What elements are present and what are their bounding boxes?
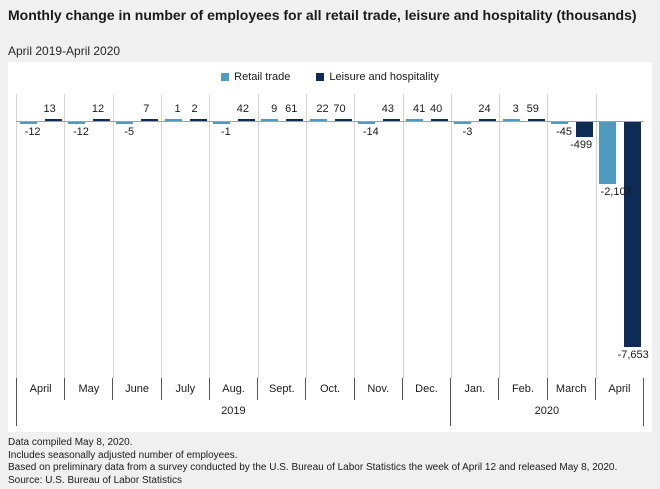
plot-column-feb-10: 3 59 [499, 94, 547, 378]
value-label-leisure-and-hospitality-nov-7: 43 [381, 103, 394, 115]
footnote-line: Data compiled May 8, 2020. [8, 437, 133, 448]
legend-label: Leisure and hospitality [329, 71, 439, 83]
value-label-leisure-and-hospitality-feb-10: 59 [526, 103, 539, 115]
bar-retail-trade-dec-8 [406, 119, 424, 121]
value-label-retail-trade-aug-4: -1 [220, 126, 231, 138]
bar-leisure-and-hospitality-april-12 [624, 122, 642, 348]
chart-subtitle: April 2019-April 2020 [8, 44, 121, 58]
value-label-retail-trade-nov-7: -14 [362, 126, 379, 138]
plot-column-april-0: -12 13 [16, 94, 64, 378]
bar-leisure-and-hospitality-june-2 [141, 119, 159, 121]
chart-title: Monthly change in number of employees fo… [8, 7, 637, 23]
value-label-leisure-and-hospitality-sept-5: 61 [285, 103, 298, 115]
chart-panel: Retail trade Leisure and hospitality -12 1… [8, 62, 652, 432]
plot-area: -12 13 -12 12 -5 7 1 2 -1 42 9 61 22 70 -14 43 41 40 -3 24 3… [16, 94, 649, 378]
plot-column-june-2: -5 7 [112, 94, 161, 378]
value-label-leisure-and-hospitality-july-3: 2 [191, 103, 198, 115]
x-axis-label-march-11: March [546, 378, 595, 400]
year-label-2020: 2020 [449, 400, 644, 426]
value-label-leisure-and-hospitality-april-12: -7,653 [617, 349, 649, 362]
value-label-leisure-and-hospitality-aug-4: 42 [236, 103, 250, 115]
value-label-leisure-and-hospitality-april-0: 13 [43, 103, 56, 115]
x-axis-label-april-12: April [594, 378, 645, 400]
value-label-retail-trade-feb-10: 3 [512, 103, 519, 115]
value-label-retail-trade-oct-6: 22 [316, 103, 329, 115]
value-label-leisure-and-hospitality-june-2: 7 [143, 103, 150, 115]
bar-leisure-and-hospitality-july-3 [189, 119, 207, 121]
bar-retail-trade-june-2 [116, 122, 134, 124]
value-label-retail-trade-may-1: -12 [72, 126, 89, 138]
x-axis-label-jan-9: Jan. [450, 378, 498, 400]
value-label-leisure-and-hospitality-march-11: -499 [570, 138, 593, 151]
bar-retail-trade-may-1 [67, 122, 85, 124]
zero-axis-line [16, 121, 644, 122]
bar-leisure-and-hospitality-feb-10 [527, 119, 545, 121]
x-axis-label-may-1: May [64, 378, 112, 400]
bar-retail-trade-feb-10 [502, 119, 520, 121]
x-axis-months: April May June July Aug. Sept. Oct. Nov. Dec. Jan… [16, 378, 645, 400]
x-axis-label-aug-4: Aug. [208, 378, 257, 400]
legend-item-leisure-and-hospitality: Leisure and hospitality [316, 71, 439, 83]
footnotes: Data compiled May 8, 2020. Includes seas… [8, 437, 617, 487]
legend-item-retail-trade: Retail trade [221, 71, 290, 83]
value-label-leisure-and-hospitality-jan-9: 24 [478, 103, 491, 115]
footnote-line: Based on preliminary data from a survey … [8, 462, 618, 473]
plot-column-jan-9: -3 24 [450, 94, 499, 378]
value-label-retail-trade-april-0: -12 [24, 126, 41, 138]
bar-retail-trade-april-12 [599, 122, 617, 184]
value-label-leisure-and-hospitality-oct-6: 70 [333, 102, 346, 115]
value-label-leisure-and-hospitality-may-1: 12 [91, 103, 105, 115]
footnote-line: Includes seasonally adjusted number of e… [8, 449, 238, 461]
plot-column-april-12: -2,107 -7,653 [595, 94, 649, 378]
legend: Retail trade Leisure and hospitality [8, 71, 652, 83]
bar-leisure-and-hospitality-nov-7 [382, 119, 400, 121]
bar-leisure-and-hospitality-oct-6 [334, 118, 352, 121]
bar-retail-trade-april-0 [19, 122, 37, 124]
value-label-retail-trade-june-2: -5 [124, 126, 135, 138]
value-label-leisure-and-hospitality-dec-8: 40 [430, 103, 443, 115]
retail-trade-swatch [221, 73, 230, 81]
plot-column-march-11: -45 -499 [547, 94, 595, 378]
value-label-retail-trade-march-11: -45 [556, 126, 572, 138]
value-label-retail-trade-july-3: 1 [174, 103, 181, 115]
legend-label: Retail trade [234, 71, 291, 83]
x-axis-label-feb-10: Feb. [498, 378, 546, 400]
bar-retail-trade-jan-9 [454, 122, 472, 124]
bar-retail-trade-aug-4 [212, 122, 230, 124]
plot-column-oct-6: 22 70 [305, 94, 354, 378]
bar-retail-trade-sept-5 [261, 119, 279, 121]
plot-column-dec-8: 41 40 [402, 94, 451, 378]
value-label-retail-trade-sept-5: 9 [271, 103, 278, 115]
bar-retail-trade-march-11 [551, 122, 569, 124]
value-label-retail-trade-dec-8: 41 [412, 103, 426, 115]
x-axis-label-nov-7: Nov. [353, 378, 402, 400]
plot-column-may-1: -12 12 [64, 94, 112, 378]
bar-leisure-and-hospitality-march-11 [576, 122, 594, 137]
leisure-and-hospitality-swatch [316, 73, 325, 81]
bar-retail-trade-oct-6 [309, 119, 327, 121]
x-axis-label-sept-5: Sept. [257, 378, 305, 400]
plot-column-sept-5: 9 61 [257, 94, 306, 378]
x-axis-label-june-2: June [112, 378, 160, 400]
x-axis-label-july-3: July [160, 378, 209, 400]
x-axis-label-dec-8: Dec. [401, 378, 450, 400]
plot-column-nov-7: -14 43 [354, 94, 402, 378]
value-label-retail-trade-jan-9: -3 [462, 126, 473, 138]
plot-column-aug-4: -1 42 [209, 94, 257, 378]
bar-retail-trade-nov-7 [357, 122, 375, 124]
value-label-retail-trade-april-12: -2,107 [600, 185, 632, 198]
bar-leisure-and-hospitality-sept-5 [286, 119, 304, 121]
bar-leisure-and-hospitality-jan-9 [479, 119, 497, 121]
x-axis-label-april-0: April [16, 378, 64, 400]
bar-leisure-and-hospitality-aug-4 [237, 119, 255, 121]
footnote-line: Source: U.S. Bureau of Labor Statistics [8, 474, 182, 486]
x-axis-years: 2019 2020 [16, 400, 644, 426]
bar-leisure-and-hospitality-dec-8 [431, 119, 449, 121]
bar-leisure-and-hospitality-april-0 [44, 119, 62, 121]
year-label-2019: 2019 [16, 400, 450, 426]
bar-retail-trade-july-3 [164, 119, 182, 121]
x-axis-label-oct-6: Oct. [305, 378, 353, 400]
bar-leisure-and-hospitality-may-1 [92, 119, 110, 121]
